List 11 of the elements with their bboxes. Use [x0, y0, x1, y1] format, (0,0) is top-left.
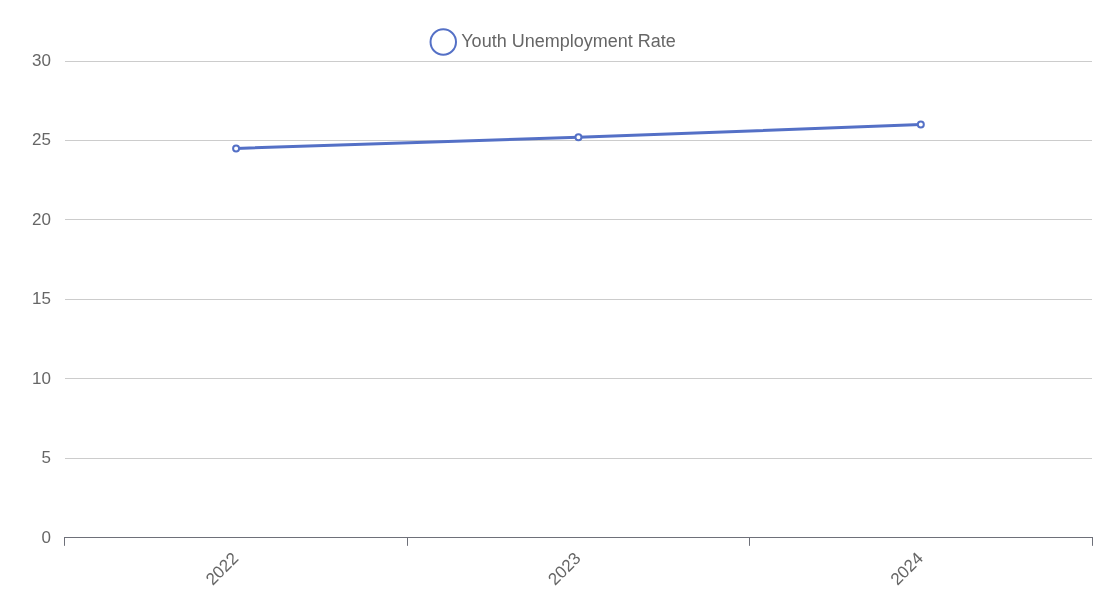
- y-tick-label: 20: [31, 209, 51, 229]
- y-tick-label: 25: [31, 130, 51, 150]
- y-tick-label: 10: [31, 368, 51, 388]
- y-tick-label: 5: [41, 448, 51, 468]
- y-tick-label: 30: [31, 50, 51, 70]
- y-tick-label: 15: [31, 289, 51, 309]
- point: [232, 144, 241, 153]
- y-tick-label: 0: [41, 527, 51, 547]
- legend-label: Youth Unemployment Rate: [461, 30, 676, 51]
- point: [916, 120, 925, 129]
- point: [574, 133, 583, 142]
